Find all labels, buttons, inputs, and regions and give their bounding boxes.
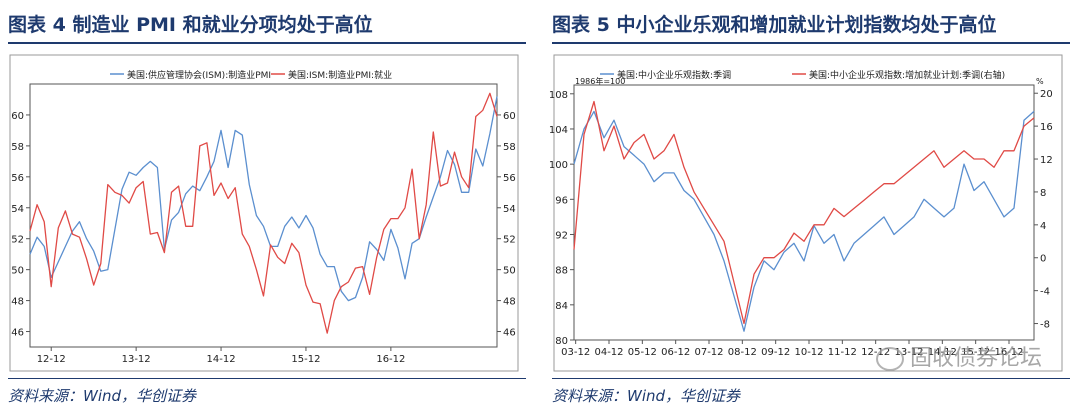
left-axis-unit: 1986年=100 — [575, 76, 625, 86]
series-line-2 — [29, 92, 498, 334]
right-y-tick-label: 12 — [1040, 155, 1053, 166]
left-source-rule — [8, 378, 526, 379]
left-y-tick-label: 50 — [11, 266, 24, 277]
right-y-tick-label: 48 — [503, 297, 516, 308]
right-y-tick-label: 58 — [503, 142, 516, 153]
left-y-tick-label: 46 — [11, 328, 24, 339]
chart-frame — [9, 54, 519, 372]
left-y-tick-label: 92 — [555, 230, 568, 241]
x-tick-label: 07-12 — [694, 347, 723, 358]
x-tick-label: 03-12 — [561, 347, 590, 358]
right-figure-panel: 图表 5 中小企业乐观和增加就业计划指数均处于高位 80 84 88 92 96 100 1… — [544, 0, 1072, 410]
right-y-tick-label: 56 — [503, 173, 516, 184]
legend-label-1: 美国:中小企业乐观指数:季调 — [617, 69, 731, 81]
x-tick-label: 13-12 — [894, 347, 923, 358]
left-y-tick-label: 54 — [11, 204, 24, 215]
right-y-tick-label: 50 — [503, 266, 516, 277]
left-chart: 46 48 50 52 54 56 58 60 46 48 50 52 54 56 58 60 12-12 13-… — [9, 54, 519, 372]
left-y-tick-label: 88 — [555, 266, 568, 277]
x-tick-label: 14-12 — [207, 354, 236, 365]
left-figure-panel: 图表 4 制造业 PMI 和就业分项均处于高位 46 48 50 52 54 56 58 60… — [0, 0, 528, 410]
right-figure-title: 图表 5 中小企业乐观和增加就业计划指数均处于高位 — [552, 14, 997, 36]
x-tick-label: 12-12 — [861, 347, 890, 358]
right-title-rule — [552, 42, 1070, 44]
x-tick-label: 10-12 — [794, 347, 823, 358]
left-y-tick-label: 48 — [11, 297, 24, 308]
right-chart: 80 84 88 92 96 100 104 108 -8 -4 0 4 8 12 16 20 03-12 04-… — [549, 54, 1063, 372]
watermark-text: 固收债券论坛 — [909, 346, 1042, 371]
left-y-tick-label: 60 — [11, 111, 24, 122]
legend-label-2: 美国:ISM:制造业PMI:就业 — [288, 69, 392, 81]
chart-frame — [553, 54, 1063, 372]
left-y-tick-label: 100 — [549, 160, 568, 171]
series-line-1 — [573, 110, 1035, 332]
right-y-tick-label: 4 — [1040, 221, 1046, 232]
x-tick-label: 15-12 — [961, 347, 990, 358]
right-axis-unit: % — [1036, 77, 1044, 86]
left-y-tick-label: 108 — [549, 90, 568, 101]
left-y-tick-label: 84 — [555, 301, 568, 312]
right-y-tick-label: 46 — [503, 328, 516, 339]
x-tick-label: 16-12 — [994, 347, 1023, 358]
x-tick-label: 12-12 — [37, 354, 66, 365]
x-tick-label: 08-12 — [728, 347, 757, 358]
right-source-rule — [552, 378, 1070, 379]
left-y-tick-label: 56 — [11, 173, 24, 184]
right-y-tick-label: -4 — [1040, 287, 1050, 298]
legend-label-2: 美国:中小企业乐观指数:增加就业计划:季调(右轴) — [809, 69, 1005, 81]
x-tick-label: 11-12 — [828, 347, 857, 358]
right-y-tick-label: 8 — [1040, 188, 1046, 199]
plot-area — [29, 83, 498, 348]
right-y-tick-label: 0 — [1040, 254, 1046, 265]
right-y-tick-label: 60 — [503, 111, 516, 122]
series-line-2 — [573, 100, 1035, 325]
right-y-tick-label: -8 — [1040, 320, 1050, 331]
left-y-tick-label: 58 — [11, 142, 24, 153]
right-y-tick-label: 16 — [1040, 122, 1053, 133]
right-y-tick-label: 54 — [503, 204, 516, 215]
x-tick-label: 13-12 — [122, 354, 151, 365]
watermark: 固收债券论坛 — [875, 340, 1042, 372]
wechat-icon — [875, 347, 904, 371]
legend-label-1: 美国:供应管理协会(ISM):制造业PMI — [127, 69, 271, 81]
right-source-note: 资料来源：Wind，华创证券 — [552, 387, 741, 405]
left-y-tick-label: 52 — [11, 235, 24, 246]
left-y-tick-label: 104 — [549, 125, 568, 136]
x-tick-label: 15-12 — [291, 354, 320, 365]
right-y-tick-label: 52 — [503, 235, 516, 246]
right-y-tick-label: 20 — [1040, 89, 1053, 100]
x-tick-label: 06-12 — [661, 347, 690, 358]
plot-area — [573, 84, 1035, 341]
left-source-note: 资料来源：Wind，华创证券 — [8, 387, 197, 405]
left-figure-title: 图表 4 制造业 PMI 和就业分项均处于高位 — [8, 14, 373, 36]
left-y-tick-label: 96 — [555, 195, 568, 206]
x-tick-label: 04-12 — [594, 347, 623, 358]
left-title-rule — [8, 42, 526, 44]
x-tick-label: 16-12 — [376, 354, 405, 365]
x-tick-label: 09-12 — [761, 347, 790, 358]
left-y-tick-label: 80 — [555, 336, 568, 347]
x-tick-label: 14-12 — [928, 347, 957, 358]
x-tick-label: 05-12 — [628, 347, 657, 358]
